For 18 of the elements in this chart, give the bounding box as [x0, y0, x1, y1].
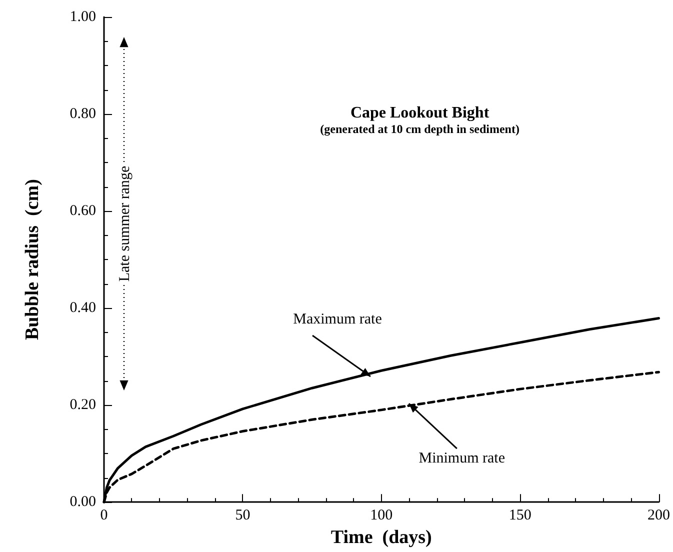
annotation: Minimum rate: [418, 450, 506, 467]
y-tick-label: 0.80: [70, 106, 96, 122]
annotation: Maximum rate: [293, 312, 382, 328]
x-tick-label: 50: [235, 508, 250, 524]
x-tick-label: 0: [100, 508, 108, 524]
text: (generated at 10 cm depth in sediment): [320, 122, 520, 136]
x-axis-title: Time (days): [330, 527, 432, 548]
x-tick-label: 150: [508, 508, 532, 524]
y-tick-label: 0.60: [70, 203, 96, 220]
annotation: Late summer range: [117, 166, 133, 282]
y-tick-label: 1.00: [70, 9, 96, 25]
y-tick-label: 0.00: [70, 494, 96, 510]
y-tick-label: 0.20: [70, 397, 96, 414]
x-tick-label: 200: [648, 508, 670, 524]
x-tick-label: 100: [370, 508, 393, 524]
y-tick-label: 0.40: [70, 300, 96, 316]
y-axis-title: Bubble radius (cm): [22, 179, 43, 340]
text: Cape Lookout Bight: [350, 104, 490, 122]
